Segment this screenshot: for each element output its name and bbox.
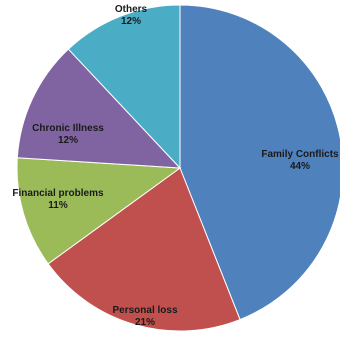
- pie-slices: [16, 4, 340, 332]
- pie-slice-financial-problems: [16, 157, 182, 265]
- slice-value-chronic-illness: 12%: [58, 135, 78, 146]
- slice-label-financial-problems: Financial problems: [12, 188, 104, 199]
- slice-value-others: 12%: [121, 16, 141, 27]
- slice-value-personal-loss: 21%: [135, 317, 155, 328]
- pie-slice-others: [67, 4, 181, 170]
- slice-value-financial-problems: 11%: [48, 200, 68, 211]
- slice-label-chronic-illness: Chronic Illness: [32, 123, 104, 134]
- slice-label-others: Others: [115, 4, 148, 15]
- pie-slice-personal-loss: [47, 167, 241, 332]
- pie-slice-family-conflicts: [179, 4, 340, 321]
- slice-label-personal-loss: Personal loss: [112, 305, 177, 316]
- pie-slice-chronic-illness: [16, 48, 182, 169]
- slice-value-family-conflicts: 44%: [290, 161, 310, 172]
- slice-label-family-conflicts: Family Conflicts: [261, 149, 339, 160]
